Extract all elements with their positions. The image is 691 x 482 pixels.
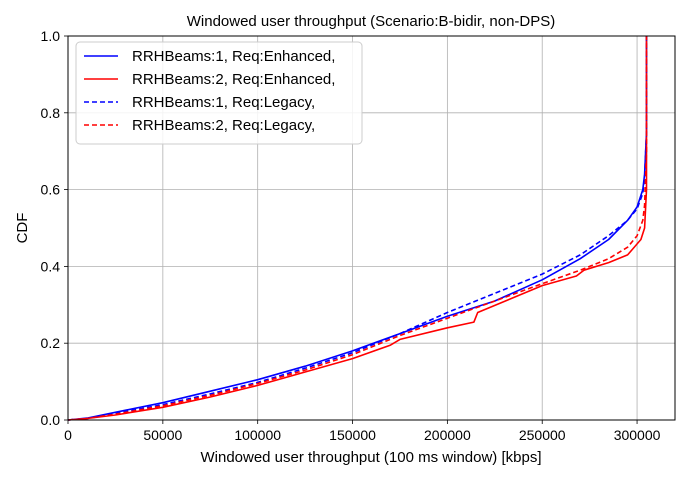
x-tick-label: 100000 [234,427,281,443]
y-axis-label: CDF [14,213,31,244]
y-tick-label: 0.0 [41,412,61,428]
legend-label: RRHBeams:2, Req:Enhanced, [132,71,335,88]
x-tick-label: 150000 [329,427,376,443]
y-tick-label: 1.0 [41,28,61,44]
legend-label: RRHBeams:1, Req:Enhanced, [132,48,335,65]
x-tick-label: 300000 [614,427,661,443]
legend: RRHBeams:1, Req:Enhanced, RRHBeams:2, Req… [75,41,363,145]
x-tick-label: 200000 [424,427,471,443]
y-tick-label: 0.2 [41,335,61,351]
x-tick-label: 50000 [143,427,182,443]
series-line [67,36,648,421]
legend-label: RRHBeams:2, Req:Legacy, [132,117,315,134]
y-tick-label: 0.6 [41,182,61,198]
y-tick-label: 0.8 [41,105,61,121]
plot-frame [67,35,676,421]
x-tick-label: 0 [64,427,72,443]
y-axis-ticks: 0.0 0.2 0.4 0.6 0.8 1.0 [41,28,68,428]
legend-box [75,41,363,145]
y-tick-label: 0.4 [41,258,61,274]
series-line [67,36,648,421]
x-axis-label: Windowed user throughput (100 ms window)… [200,449,541,466]
chart-title: Windowed user throughput (Scenario:B-bid… [187,13,556,30]
x-axis-ticks: 0 50000 100000 150000 200000 250000 300000 [64,420,661,443]
legend-label: RRHBeams:1, Req:Legacy, [132,94,315,111]
series-line [67,36,648,421]
series-line [67,36,648,421]
series-lines [67,36,648,421]
x-tick-label: 250000 [519,427,566,443]
